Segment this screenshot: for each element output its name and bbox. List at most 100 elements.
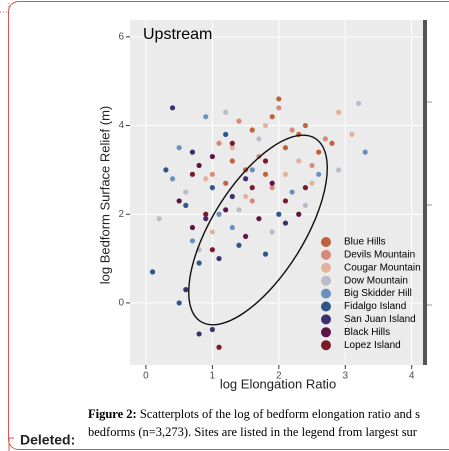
point: [336, 167, 342, 173]
point: [276, 211, 282, 217]
legend-swatch: [321, 327, 331, 338]
point: [282, 171, 289, 177]
legend-label: Blue Hills: [344, 237, 386, 248]
point: [243, 233, 249, 240]
point: [296, 158, 302, 164]
confidence-ellipse: [188, 134, 328, 326]
point: [189, 224, 196, 231]
point: [183, 287, 189, 293]
legend-label: Lopez Island: [344, 340, 401, 351]
point: [249, 198, 255, 204]
point: [209, 153, 215, 160]
panel-edge: [423, 20, 427, 365]
y-tick-label: 4: [118, 120, 124, 131]
legend-label: Big Skidder Hill: [344, 288, 412, 299]
legend-swatch: [321, 262, 331, 273]
point: [282, 145, 289, 151]
point: [229, 140, 235, 146]
x-tick-label: 4: [409, 371, 415, 382]
point: [269, 229, 275, 235]
x-tick-label: 0: [143, 371, 149, 382]
point: [362, 149, 368, 155]
point: [176, 300, 182, 306]
point: [349, 131, 355, 138]
point: [269, 180, 275, 186]
point: [276, 96, 282, 102]
point: [209, 229, 215, 235]
y-tick-label: 0: [118, 298, 124, 309]
point: [249, 127, 255, 133]
x-tick-label: 2: [276, 371, 282, 382]
y-axis-label: log Bedform Surface Relief (m): [97, 106, 112, 284]
point: [296, 211, 302, 217]
point: [183, 202, 189, 208]
point: [223, 109, 229, 115]
point: [156, 216, 162, 222]
point: [203, 176, 209, 182]
point: [262, 251, 269, 257]
point: [289, 127, 295, 133]
legend-swatch: [321, 301, 331, 312]
point: [269, 185, 275, 191]
point: [209, 185, 215, 191]
point: [236, 118, 242, 124]
point: [223, 207, 229, 213]
point: [216, 344, 222, 350]
y-tick-label: 6: [118, 31, 124, 42]
point: [196, 162, 202, 169]
point: [355, 100, 362, 106]
point: [216, 140, 222, 146]
point: [269, 114, 275, 120]
point: [262, 171, 269, 177]
point: [322, 136, 328, 142]
point: [243, 176, 249, 182]
point: [302, 122, 309, 129]
point: [256, 216, 262, 222]
point: [183, 189, 189, 195]
legend-label: Dow Mountain: [344, 275, 408, 286]
caption-line: bedforms (n=3,273). Sites are listed in …: [88, 425, 418, 439]
point: [256, 136, 262, 142]
point: [203, 114, 209, 120]
point: [189, 238, 196, 244]
legend-swatch: [321, 237, 331, 247]
point: [223, 180, 229, 186]
point: [176, 145, 182, 151]
point: [282, 220, 289, 226]
point: [169, 105, 176, 111]
legend-swatch: [321, 340, 331, 351]
point: [209, 247, 215, 253]
point: [289, 189, 295, 195]
caption-line: Figure 2: Scatterplots of the log of bed…: [88, 407, 420, 421]
point: [316, 149, 322, 155]
point: [302, 202, 309, 208]
point: [229, 224, 235, 231]
point: [229, 145, 235, 151]
change-border: [8, 1, 449, 450]
point: [316, 171, 322, 177]
point: [209, 171, 215, 177]
points: [149, 96, 368, 350]
point: [149, 269, 156, 275]
figure-label: Figure 2:: [88, 407, 137, 421]
point: [243, 193, 249, 200]
point: [209, 326, 215, 333]
deleted-label: Deleted:: [20, 432, 75, 448]
caption-text: Scatterplots of the log of bedform elong…: [140, 407, 420, 421]
point: [196, 260, 202, 266]
point: [169, 176, 176, 182]
point: [216, 255, 222, 262]
point: [302, 185, 309, 191]
point: [203, 211, 209, 217]
x-tick-label: 3: [342, 371, 348, 382]
point: [282, 198, 289, 204]
point: [329, 140, 335, 146]
point: [229, 158, 235, 164]
point: [249, 167, 255, 173]
point: [196, 331, 202, 337]
x-tick-label: 1: [210, 371, 216, 382]
panel-label: Upstream: [143, 26, 212, 43]
change-bracket: [8, 437, 14, 451]
